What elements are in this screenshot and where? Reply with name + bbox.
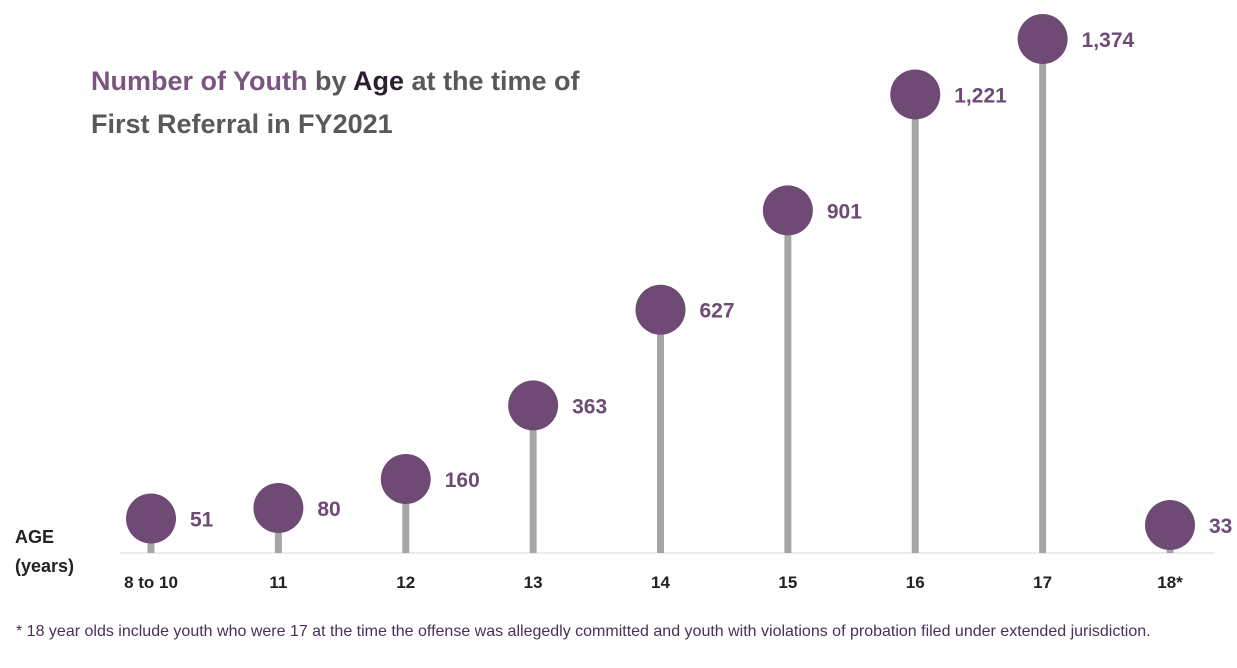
value-label-6: 1,221 (954, 84, 1007, 107)
axis-title-age: AGE (15, 527, 54, 547)
value-label-8: 33 (1209, 515, 1232, 538)
chart-title-part-0: Number of Youth (91, 66, 308, 96)
value-label-3: 363 (572, 395, 607, 418)
x-tick-labels: 8 to 10 11 12 13 14 15 16 17 18* (124, 573, 1183, 592)
value-label-4: 627 (700, 300, 735, 323)
data-point-1 (253, 483, 304, 534)
value-label-7: 1,374 (1082, 29, 1135, 52)
axis-title-years: (years) (15, 556, 74, 576)
data-point-6 (890, 69, 941, 120)
value-labels-layer: 51 80 160 363 627 901 1,221 1,374 33 (190, 29, 1232, 538)
data-point-4 (635, 284, 686, 335)
x-tick-label-0: 8 to 10 (124, 573, 178, 592)
value-label-5: 901 (827, 200, 862, 223)
x-tick-label-4: 14 (651, 573, 670, 592)
chart-title: Number of Youth by Age at the time of Fi… (91, 66, 581, 139)
chart-title-part-3: at the time of (404, 66, 581, 96)
data-point-5 (762, 185, 813, 236)
footnote: * 18 year olds include youth who were 17… (16, 623, 1151, 640)
data-point-7 (1017, 14, 1068, 64)
chart-title-line2: First Referral in FY2021 (91, 109, 393, 139)
value-label-1: 80 (317, 498, 340, 521)
chart-title-line1: Number of Youth by Age at the time of (91, 66, 581, 96)
x-tick-label-5: 15 (778, 573, 797, 592)
value-label-2: 160 (445, 469, 480, 492)
value-label-0: 51 (190, 509, 214, 532)
x-tick-label-3: 13 (524, 573, 543, 592)
x-tick-label-6: 16 (906, 573, 925, 592)
x-tick-label-1: 11 (269, 573, 287, 592)
chart-title-part-2: Age (353, 66, 404, 96)
dots-layer (126, 14, 1195, 551)
x-tick-label-8: 18* (1157, 573, 1183, 592)
data-point-0 (126, 493, 176, 544)
x-tick-label-2: 12 (396, 573, 415, 592)
data-point-2 (380, 454, 431, 505)
data-point-8 (1145, 500, 1195, 551)
x-tick-label-7: 17 (1033, 573, 1052, 592)
data-point-3 (508, 380, 559, 431)
chart-title-part-1: by (308, 66, 354, 96)
